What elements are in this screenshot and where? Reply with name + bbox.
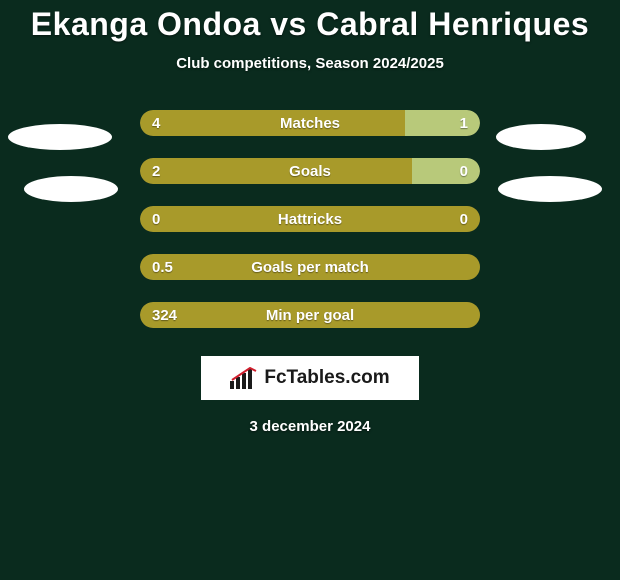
stat-value-left: 324 [152,307,177,324]
bar-track [140,254,480,280]
bar-track [140,302,480,328]
bar-left [140,302,480,328]
stat-value-right: 1 [460,115,468,132]
stat-value-right: 0 [460,163,468,180]
bar-track [140,158,480,184]
stat-row: 0 Hattricks 0 [0,206,620,232]
subtitle: Club competitions, Season 2024/2025 [0,55,620,72]
stat-value-right: 0 [460,211,468,228]
stat-value-left: 0.5 [152,259,173,276]
bar-left [140,206,480,232]
bar-right [405,110,480,136]
player-badge-ellipse [496,124,586,150]
bar-track [140,110,480,136]
player-badge-ellipse [8,124,112,150]
fctables-logo[interactable]: FcTables.com [201,356,419,400]
stat-value-left: 0 [152,211,160,228]
bar-left [140,158,412,184]
stat-row: 0.5 Goals per match [0,254,620,280]
stat-row: 324 Min per goal [0,302,620,328]
chart-icon [230,367,258,389]
stat-value-left: 2 [152,163,160,180]
bar-track [140,206,480,232]
stat-value-left: 4 [152,115,160,132]
bar-left [140,110,405,136]
player-badge-ellipse [24,176,118,202]
player-badge-ellipse [498,176,602,202]
date-label: 3 december 2024 [0,418,620,435]
bar-left [140,254,480,280]
page-title: Ekanga Ondoa vs Cabral Henriques [0,0,620,43]
bar-right [412,158,480,184]
logo-text: FcTables.com [264,367,389,389]
